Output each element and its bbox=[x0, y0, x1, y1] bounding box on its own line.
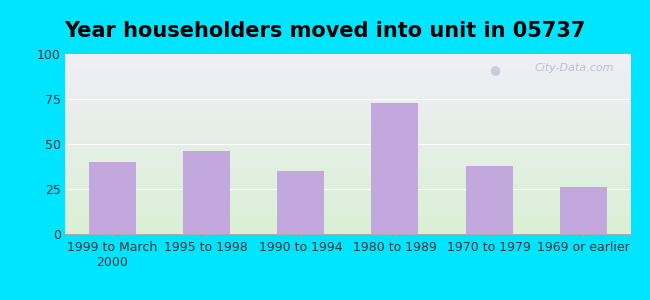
Bar bbox=[183, 151, 230, 234]
Bar bbox=[88, 162, 136, 234]
Bar bbox=[371, 103, 419, 234]
Text: ●: ● bbox=[489, 63, 500, 76]
Bar bbox=[277, 171, 324, 234]
Text: City-Data.com: City-Data.com bbox=[534, 63, 614, 73]
Text: Year householders moved into unit in 05737: Year householders moved into unit in 057… bbox=[64, 21, 586, 41]
Bar bbox=[465, 166, 513, 234]
Bar bbox=[560, 187, 607, 234]
